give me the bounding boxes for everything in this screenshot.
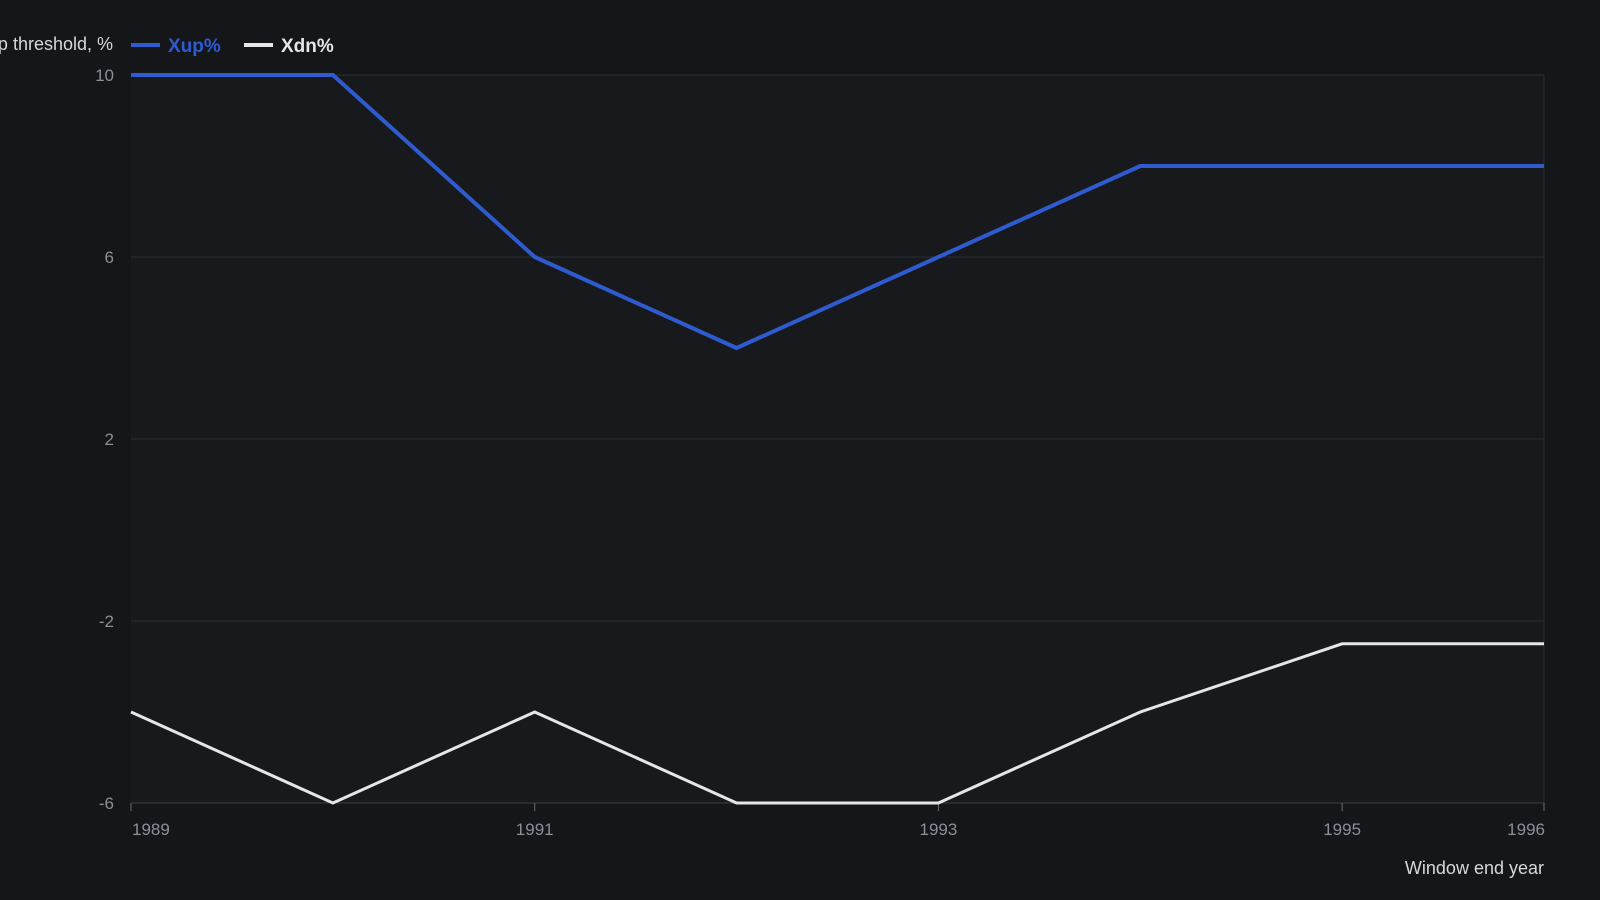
- y-tick-label: 6: [105, 248, 114, 267]
- axis-layer: -6 -2 2 6 10 1989 1991 1993 1995 1996: [95, 66, 1545, 839]
- series-line-xdn: [130, 642, 1544, 805]
- y-tick-label: -2: [99, 612, 114, 631]
- legend-label: Xdn%: [281, 36, 334, 57]
- series-line-xup: [131, 73, 1544, 351]
- legend: Markup threshold, % Xup% Xdn%: [0, 34, 334, 57]
- x-tick-label: 1995: [1323, 820, 1361, 839]
- y-tick-label: -6: [99, 794, 114, 813]
- x-tick-label: 1991: [516, 820, 554, 839]
- x-tick-label: 1993: [920, 820, 958, 839]
- y-tick-label: 10: [95, 66, 114, 85]
- x-axis-title: Window end year: [1405, 858, 1544, 878]
- x-tick-label: 1989: [132, 820, 170, 839]
- y-axis-title: Markup threshold, %: [0, 34, 113, 54]
- y-tick-label: 2: [105, 430, 114, 449]
- x-tick-label: 1996: [1507, 820, 1545, 839]
- legend-label: Xup%: [168, 36, 221, 57]
- series-layer: [130, 73, 1544, 805]
